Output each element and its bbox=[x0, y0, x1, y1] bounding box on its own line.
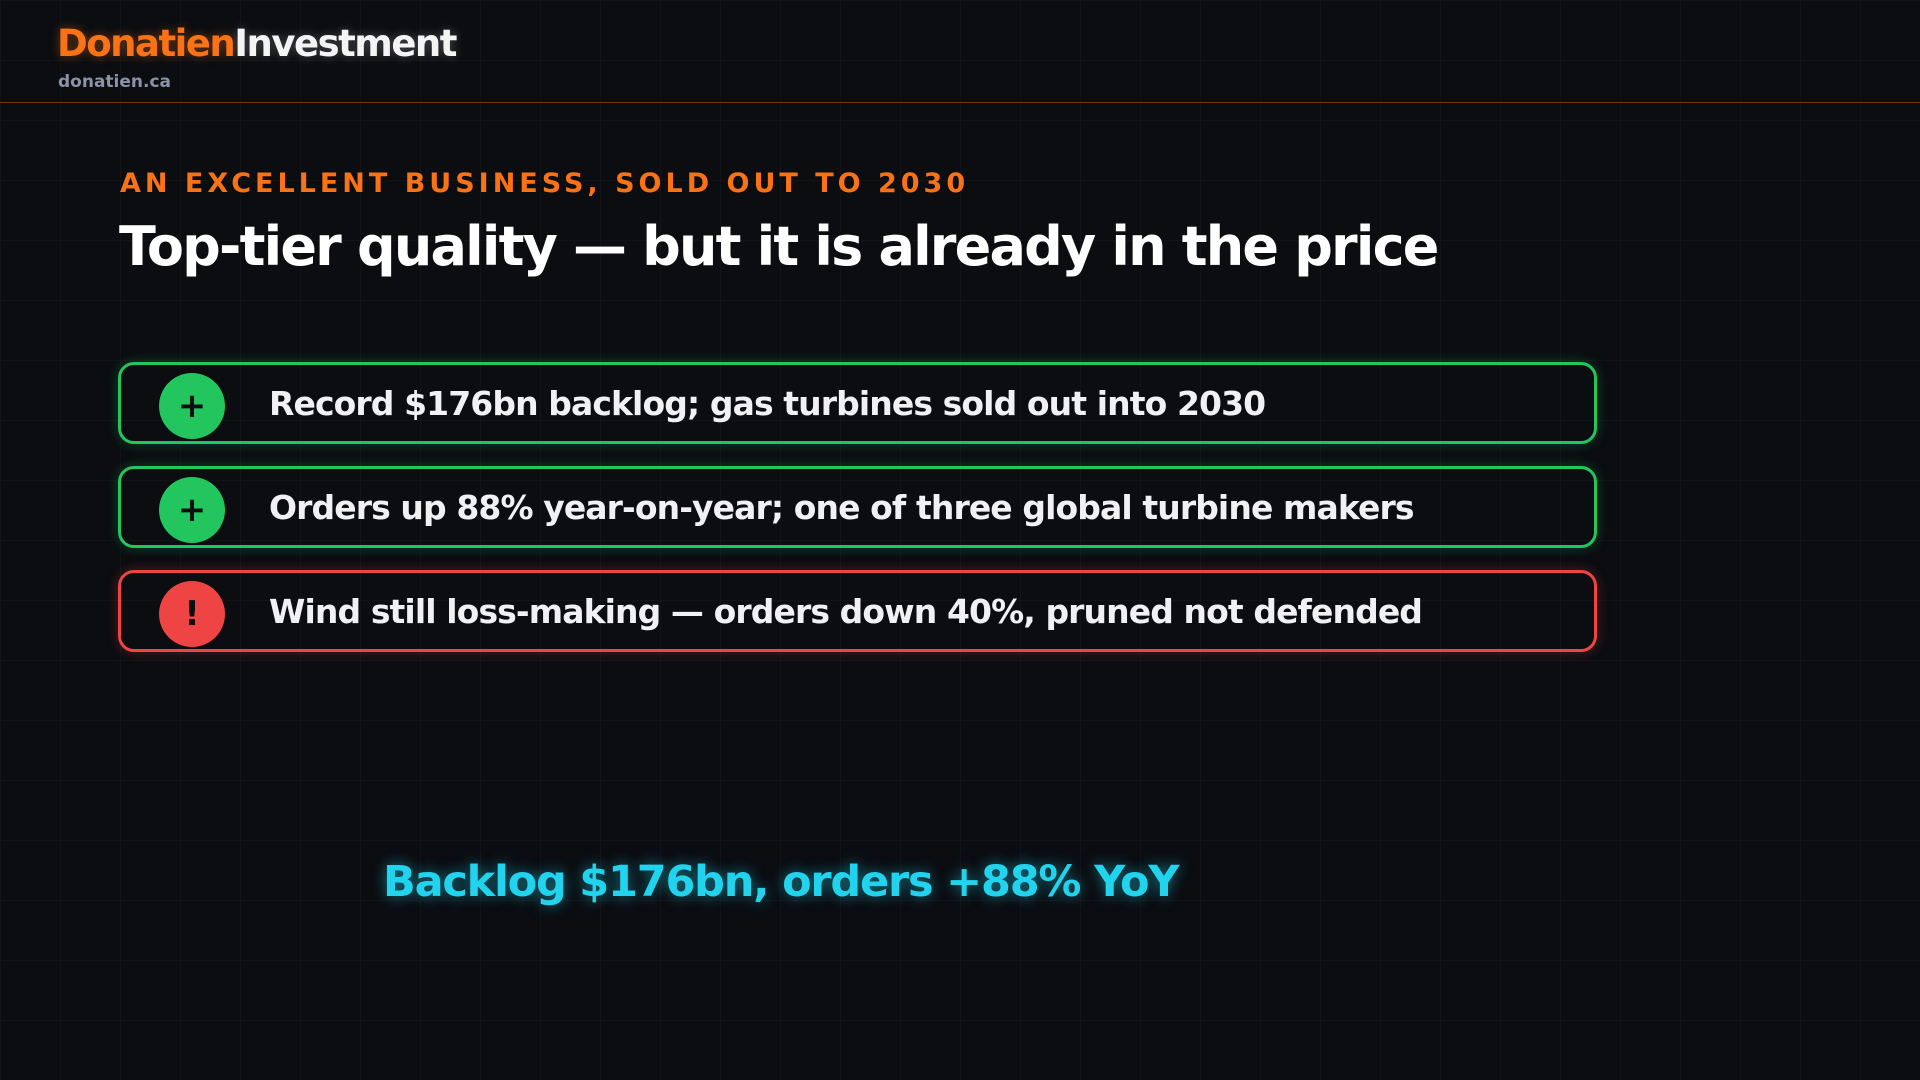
brand-name-part2: Investment bbox=[234, 22, 457, 65]
point-text: Orders up 88% year-on-year; one of three… bbox=[269, 488, 1415, 527]
brand-logo[interactable]: DonatienInvestment bbox=[57, 22, 457, 66]
point-card-positive: + Orders up 88% year-on-year; one of thr… bbox=[118, 466, 1597, 548]
warning-icon: ! bbox=[159, 581, 225, 647]
brand-name-part1: Donatien bbox=[57, 22, 236, 65]
point-card-risk: ! Wind still loss-making — orders down 4… bbox=[118, 570, 1597, 652]
highlight-callout: Backlog $176bn, orders +88% YoY bbox=[383, 857, 1180, 907]
plus-icon: + bbox=[159, 373, 225, 439]
slide-title: Top-tier quality — but it is already in … bbox=[119, 215, 1439, 278]
header-bar: DonatienInvestment donatien.ca bbox=[0, 0, 1920, 103]
brand-domain: donatien.ca bbox=[58, 72, 172, 92]
point-text: Record $176bn backlog; gas turbines sold… bbox=[269, 384, 1266, 423]
point-text: Wind still loss-making — orders down 40%… bbox=[269, 592, 1423, 631]
plus-icon: + bbox=[159, 477, 225, 543]
slide-eyebrow: AN EXCELLENT BUSINESS, SOLD OUT TO 2030 bbox=[120, 168, 970, 199]
point-card-positive: + Record $176bn backlog; gas turbines so… bbox=[118, 362, 1597, 444]
